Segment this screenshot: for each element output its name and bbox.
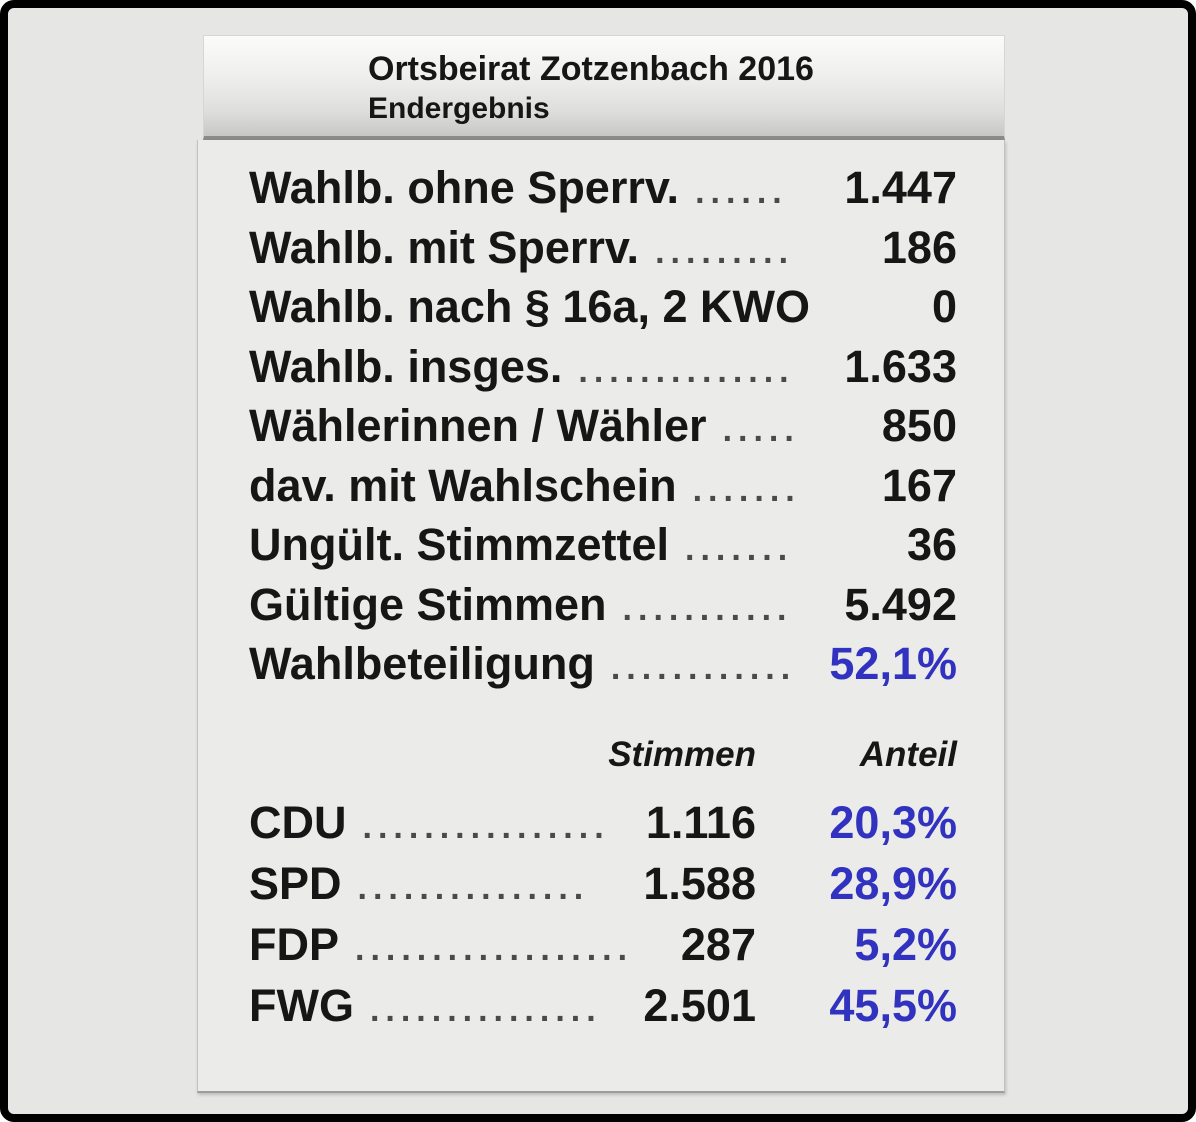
stat-label: dav. mit Wahlschein — [249, 459, 677, 511]
stat-value: 186 — [881, 221, 957, 273]
stat-label: Wahlb. insges. — [249, 340, 563, 392]
stat-label: Wählerinnen / Wähler — [249, 400, 707, 451]
dot-leader: ........... — [622, 589, 793, 628]
party-votes: 287 — [680, 918, 756, 970]
stat-row: Gültige Stimmen ........... 5.492 — [249, 575, 957, 635]
party-votes: 1.116 — [645, 796, 756, 848]
stat-row: Wahlb. nach § 16a, 2 KWO 0 — [249, 277, 957, 337]
stat-row: Ungült. Stimmzettel ....... 36 — [249, 515, 957, 575]
dot-leader: ......... — [655, 232, 795, 271]
dot-leader: ...... — [695, 173, 788, 211]
column-header-votes: Stimmen — [608, 734, 756, 774]
dot-leader: .............. — [578, 351, 795, 390]
stat-row: Wahlb. insges. .............. 1.633 — [249, 337, 957, 397]
dot-leader: ....... — [685, 530, 794, 568]
election-subtitle: Endergebnis — [368, 92, 550, 125]
party-name: FDP — [249, 918, 339, 970]
panel-header: Ortsbeirat Zotzenbach 2016 Endergebnis — [203, 35, 1005, 140]
dot-leader: ..... — [722, 411, 800, 449]
party-share: 45,5% — [829, 979, 957, 1031]
stat-label: Wahlb. mit Sperrv. — [249, 221, 640, 273]
party-row: FWG ............... 2.501 45,5% — [249, 975, 957, 1036]
party-share: 5,2% — [854, 918, 957, 970]
results-column-headers: Stimmen Anteil — [249, 730, 957, 780]
party-name: SPD — [249, 857, 342, 909]
dot-leader: ............ — [610, 649, 797, 687]
party-share: 28,9% — [829, 857, 957, 909]
stat-label: Ungült. Stimmzettel — [249, 519, 670, 570]
stat-value: 167 — [881, 459, 957, 511]
stat-row: Wahlb. mit Sperrv. ......... 186 — [249, 218, 957, 278]
stat-value: 1.633 — [844, 340, 957, 392]
party-votes: 1.588 — [643, 857, 756, 909]
stat-value: 0 — [931, 281, 957, 332]
dot-leader: ....... — [692, 470, 801, 509]
stat-label: Gültige Stimmen — [249, 578, 607, 630]
stat-row: Wählerinnen / Wähler ..... 850 — [249, 396, 957, 456]
column-header-share: Anteil — [859, 734, 957, 774]
panel-body: Wahlb. ohne Sperrv. ...... 1.447 Wahlb. … — [197, 140, 1005, 1093]
dot-leader: ............... — [357, 868, 590, 907]
stats-list: Wahlb. ohne Sperrv. ...... 1.447 Wahlb. … — [249, 158, 957, 694]
party-results-list: CDU ................ 1.116 20,3% SPD ...… — [249, 792, 957, 1036]
stat-label: Wahlb. ohne Sperrv. — [249, 162, 680, 213]
stat-value: 850 — [881, 400, 957, 451]
stat-label: Wahlbeteiligung — [249, 638, 595, 689]
dot-leader: ............... — [369, 990, 602, 1029]
results-panel: Ortsbeirat Zotzenbach 2016 Endergebnis W… — [197, 35, 1005, 1093]
turnout-value: 52,1% — [829, 638, 957, 689]
stat-label: Wahlb. nach § 16a, 2 KWO — [249, 281, 810, 332]
stat-row: Wahlb. ohne Sperrv. ...... 1.447 — [249, 158, 957, 218]
election-title: Ortsbeirat Zotzenbach 2016 — [368, 50, 814, 88]
stat-value: 36 — [906, 519, 957, 570]
stat-value: 5.492 — [844, 578, 957, 630]
stat-row: dav. mit Wahlschein ....... 167 — [249, 456, 957, 516]
party-share: 20,3% — [829, 796, 957, 848]
party-row: FDP .................. 287 5,2% — [249, 914, 957, 975]
stat-row-turnout: Wahlbeteiligung ............ 52,1% — [249, 634, 957, 694]
party-votes: 2.501 — [643, 979, 756, 1031]
dot-leader: ................ — [362, 807, 610, 846]
party-name: FWG — [249, 979, 354, 1031]
dot-leader: .................. — [355, 929, 634, 968]
party-row: SPD ............... 1.588 28,9% — [249, 853, 957, 914]
party-name: CDU — [249, 796, 347, 848]
party-row: CDU ................ 1.116 20,3% — [249, 792, 957, 853]
stat-value: 1.447 — [844, 162, 957, 213]
